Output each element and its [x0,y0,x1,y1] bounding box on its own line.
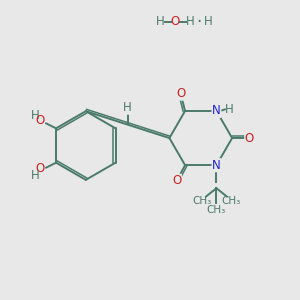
Text: H: H [156,15,165,28]
Text: O: O [171,15,180,28]
Text: H: H [186,15,195,28]
Text: ·: · [196,13,202,31]
Text: O: O [176,87,185,100]
Text: O: O [245,132,254,145]
Text: H: H [204,15,213,28]
Text: O: O [35,114,45,127]
Text: N: N [212,159,221,172]
Text: N: N [212,104,221,117]
Text: CH₃: CH₃ [207,205,226,215]
Text: CH₃: CH₃ [193,196,212,206]
Text: O: O [35,162,45,175]
Text: H: H [225,103,234,116]
Text: H: H [31,169,40,182]
Text: H: H [31,109,40,122]
Text: CH₃: CH₃ [221,196,240,206]
Text: O: O [172,174,182,187]
Text: H: H [123,101,132,114]
